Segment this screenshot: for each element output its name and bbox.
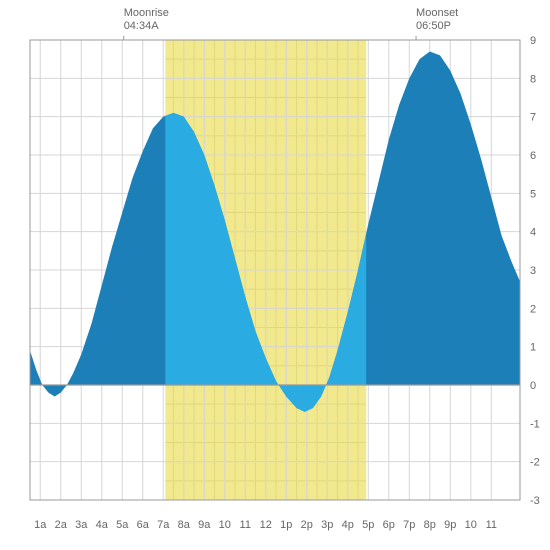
- y-tick-label: 8: [530, 73, 536, 85]
- y-tick-label: 1: [530, 342, 536, 354]
- x-tick-label: 4p: [342, 519, 354, 531]
- x-tick-label: 5a: [116, 519, 129, 531]
- chart-svg: 1a2a3a4a5a6a7a8a9a1011121p2p3p4p5p6p7p8p…: [0, 0, 550, 550]
- y-tick-label: 4: [530, 227, 536, 239]
- y-tick-label: 0: [530, 380, 536, 392]
- y-tick-label: -3: [530, 495, 540, 507]
- x-tick-label: 9p: [444, 519, 456, 531]
- x-tick-label: 5p: [362, 519, 374, 531]
- y-tick-label: 9: [530, 35, 536, 47]
- x-tick-label: 10: [219, 519, 231, 531]
- x-tick-label: 3p: [321, 519, 333, 531]
- x-tick-label: 9a: [198, 519, 211, 531]
- annotation-title: Moonset: [416, 7, 458, 19]
- y-tick-label: 6: [530, 150, 536, 162]
- x-tick-label: 12: [260, 519, 272, 531]
- x-tick-label: 2p: [301, 519, 313, 531]
- x-tick-label: 3a: [75, 519, 88, 531]
- y-tick-label: 2: [530, 303, 536, 315]
- x-tick-label: 11: [486, 519, 497, 531]
- y-tick-label: 5: [530, 188, 536, 200]
- x-tick-label: 6p: [383, 519, 395, 531]
- annotation-value: 04:34A: [124, 20, 160, 32]
- x-tick-label: 8a: [178, 519, 191, 531]
- y-tick-label: 3: [530, 265, 536, 277]
- y-tick-label: 7: [530, 112, 536, 124]
- y-tick-label: -1: [530, 418, 540, 430]
- annotation-value: 06:50P: [416, 20, 451, 32]
- x-tick-label: 10: [465, 519, 477, 531]
- x-tick-label: 6a: [137, 519, 150, 531]
- annotation-title: Moonrise: [124, 7, 169, 19]
- x-tick-label: 4a: [96, 519, 109, 531]
- tide-chart: 1a2a3a4a5a6a7a8a9a1011121p2p3p4p5p6p7p8p…: [0, 0, 550, 550]
- x-tick-label: 8p: [424, 519, 436, 531]
- x-tick-label: 2a: [55, 519, 68, 531]
- x-tick-label: 1a: [34, 519, 47, 531]
- x-tick-label: 7a: [157, 519, 170, 531]
- x-tick-label: 11: [240, 519, 251, 531]
- x-tick-label: 7p: [403, 519, 415, 531]
- x-tick-label: 1p: [280, 519, 292, 531]
- y-tick-label: -2: [530, 457, 540, 469]
